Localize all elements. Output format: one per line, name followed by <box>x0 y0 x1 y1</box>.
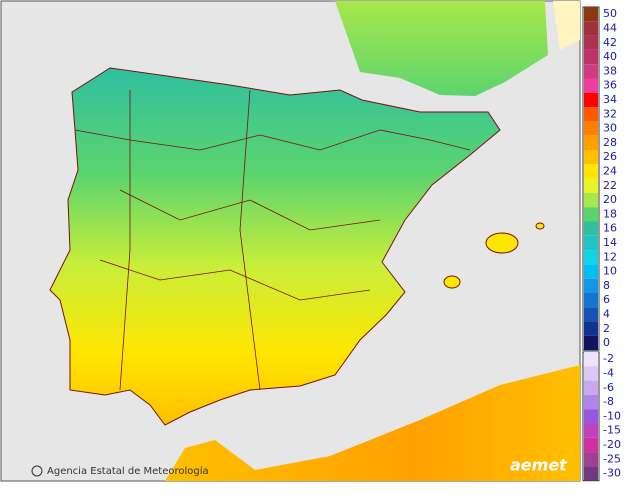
legend-swatch <box>584 423 598 438</box>
border <box>119 90 131 391</box>
legend-label: -6 <box>603 381 614 394</box>
island <box>535 222 545 230</box>
legend-swatch <box>584 207 598 222</box>
border <box>74 129 471 151</box>
italy <box>553 1 580 50</box>
credit: Agencia Estatal de Meteorología <box>47 465 209 477</box>
legend-swatch <box>584 49 598 65</box>
legend-label: 28 <box>603 136 617 149</box>
border <box>119 189 381 231</box>
legend-label: -2 <box>603 352 614 365</box>
legend-label: 30 <box>603 122 617 135</box>
legend-label: -25 <box>603 452 621 465</box>
legend-swatch <box>584 107 598 122</box>
legend-label: 40 <box>603 50 617 63</box>
legend-label: 36 <box>603 79 617 92</box>
legend-label: -15 <box>603 424 621 437</box>
legend-label: 14 <box>603 236 617 249</box>
africa <box>165 365 580 481</box>
legend-label: 32 <box>603 107 617 120</box>
legend-swatch <box>584 7 598 22</box>
legend-label: 38 <box>603 64 617 77</box>
legend-swatch <box>584 293 598 308</box>
legend-label: 50 <box>603 7 617 20</box>
legend-label: -20 <box>603 438 621 451</box>
legend-swatch <box>584 380 598 395</box>
legend-swatch <box>584 35 598 50</box>
legend-label: 2 <box>603 322 610 335</box>
legend-swatch <box>584 394 598 410</box>
legend-label: 34 <box>603 93 617 106</box>
legend-label: 16 <box>603 222 617 235</box>
legend-swatch <box>584 307 598 322</box>
france <box>335 1 548 96</box>
island <box>443 275 461 289</box>
legend-swatch <box>584 178 598 193</box>
legend-swatch <box>584 321 598 336</box>
iberia <box>49 67 501 426</box>
legend-swatch <box>584 250 598 265</box>
legend-swatch <box>584 78 598 93</box>
legend-label: -8 <box>603 395 614 408</box>
legend-label: 20 <box>603 193 617 206</box>
legend-label: -30 <box>603 467 621 480</box>
legend-label: 4 <box>603 307 610 320</box>
legend-swatch <box>584 121 598 136</box>
legend-swatch <box>584 64 598 79</box>
legend-swatch <box>584 235 598 251</box>
legend-swatch <box>584 466 598 481</box>
legend-swatch <box>584 135 598 150</box>
legend: 5044424038363432302826242220181614121086… <box>582 6 621 482</box>
legend-label: 42 <box>603 36 617 49</box>
legend-label: -4 <box>603 366 614 379</box>
legend-label: 22 <box>603 179 617 192</box>
border <box>99 259 371 301</box>
legend-label: 26 <box>603 150 617 163</box>
legend-swatch <box>584 437 598 453</box>
legend-swatch <box>584 278 598 293</box>
border <box>239 89 261 391</box>
legend-label: 10 <box>603 265 617 278</box>
legend-swatch <box>584 92 598 108</box>
island <box>485 232 519 254</box>
legend-swatch <box>584 164 598 179</box>
legend-swatch <box>584 264 598 279</box>
legend-swatch <box>584 192 598 208</box>
legend-label: 6 <box>603 293 610 306</box>
legend-label: 12 <box>603 250 617 263</box>
legend-swatch <box>584 409 598 424</box>
legend-swatch <box>584 352 598 367</box>
legend-swatch <box>584 335 598 351</box>
legend-label: -10 <box>603 409 621 422</box>
legend-swatch <box>584 221 598 236</box>
legend-swatch <box>584 366 598 381</box>
legend-swatch <box>584 150 598 165</box>
legend-label: 24 <box>603 164 617 177</box>
logo: aemet <box>510 456 568 475</box>
legend-label: 8 <box>603 279 610 292</box>
legend-label: 0 <box>603 336 610 349</box>
legend-swatch <box>584 21 598 36</box>
legend-swatch <box>584 452 598 467</box>
credit-icon <box>31 465 43 477</box>
legend-label: 18 <box>603 207 617 220</box>
legend-label: 44 <box>603 21 617 34</box>
